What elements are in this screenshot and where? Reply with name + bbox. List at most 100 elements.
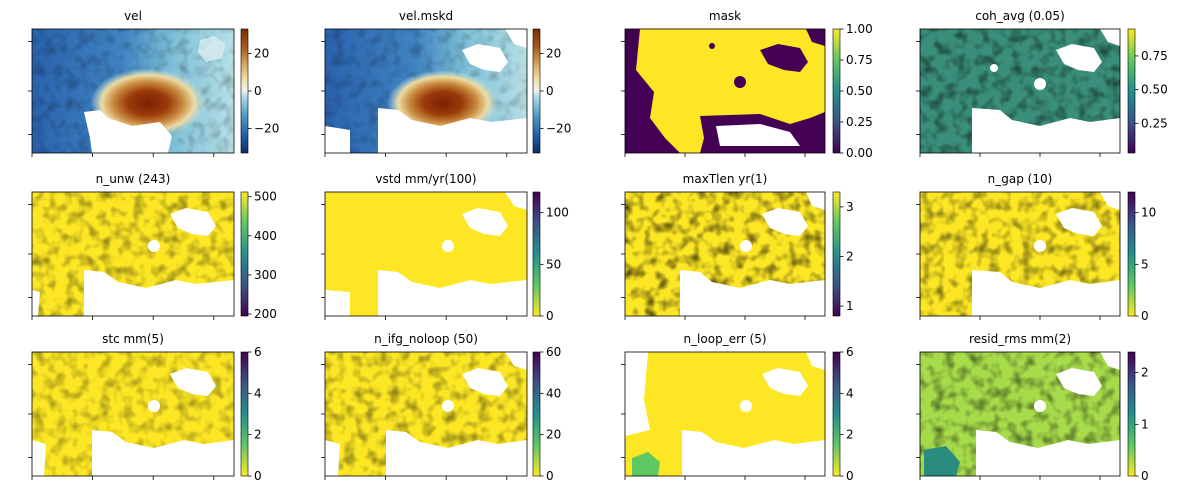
- panel-title: resid_rms mm(2): [969, 332, 1071, 346]
- colorbar: 10 5 0: [1127, 191, 1156, 323]
- colorbar-ticks: 100 50 0: [540, 206, 569, 323]
- colorbar-tick-label: 3: [846, 200, 854, 214]
- panel-vel: vel 20 0 −20: [28, 9, 279, 157]
- colorbar-tick-label: 4: [254, 386, 262, 400]
- colorbar-ticks: 500 400 300 200: [248, 190, 277, 321]
- colorbar-tick-label: 4: [846, 386, 854, 400]
- heatmap-image: [625, 192, 825, 316]
- colorbar-tick-label: 1: [846, 299, 854, 313]
- colorbar: 1.00 0.75 0.50 0.25 0.00: [832, 22, 873, 160]
- colorbar: 2 1 0: [1127, 351, 1149, 483]
- panel-vstd: vstd mm/yr(100) 100 50 0: [321, 172, 569, 323]
- panel-resid-rms: resid_rms mm(2) 2 1 0: [916, 332, 1149, 483]
- colorbar-tick-label: 40: [546, 386, 561, 400]
- colorbar-tick-label: 20: [546, 46, 561, 60]
- colorbar-tick-label: 20: [254, 46, 269, 60]
- heatmap-image: [625, 29, 825, 153]
- panel-title: vstd mm/yr(100): [375, 172, 476, 186]
- colorbar-tick-label: 10: [1141, 206, 1156, 220]
- colorbar-tick-label: 0.25: [1141, 116, 1168, 130]
- heatmap-image: [920, 29, 1120, 153]
- colorbar-tick-label: 0: [254, 84, 262, 98]
- heatmap-image: [32, 29, 234, 153]
- colorbar: 60 40 20 0: [532, 345, 561, 483]
- panel-title: vel: [124, 9, 142, 23]
- colorbar-tick-label: 0: [546, 309, 554, 323]
- heatmap-image: [32, 192, 234, 316]
- colorbar-tick-label: 2: [1141, 366, 1149, 380]
- colorbar-tick-label: 0: [1141, 469, 1149, 483]
- colorbar-ticks: 10 5 0: [1135, 206, 1156, 323]
- heatmap-image: [32, 352, 234, 476]
- panel-coh-avg: coh_avg (0.05) 0.75 0.50 0.25: [916, 9, 1168, 157]
- panel-maxtlen: maxTlen yr(1) 3 2 1: [621, 172, 854, 320]
- heatmap-image: [325, 192, 527, 316]
- colorbar-tick-label: 0.25: [846, 115, 873, 129]
- colorbar: 20 0 −20: [532, 28, 571, 154]
- panel-vel-mskd: vel.mskd 20 0 −20: [321, 9, 571, 157]
- colorbar-ticks: 1.00 0.75 0.50 0.25 0.00: [840, 22, 873, 160]
- colorbar-tick-label: 0.50: [846, 84, 873, 98]
- colorbar-tick-label: 50: [546, 257, 561, 271]
- colorbar: 6 4 2 0: [240, 345, 262, 483]
- colorbar-tick-label: −20: [546, 122, 571, 136]
- colorbar-ticks: 0.75 0.50 0.25: [1135, 49, 1168, 130]
- panel-title: n_unw (243): [96, 172, 171, 186]
- colorbar-tick-label: 6: [846, 345, 854, 359]
- colorbar-tick-label: 100: [546, 206, 569, 220]
- panel-n-ifg-noloop: n_ifg_noloop (50) 60 40 20 0: [321, 332, 561, 483]
- panel-title: stc mm(5): [102, 332, 164, 346]
- heatmap-image: [325, 29, 527, 153]
- panel-n-unw: n_unw (243) 500 400 300 200: [28, 172, 277, 321]
- colorbar-tick-label: −20: [254, 122, 279, 136]
- colorbar: 20 0 −20: [240, 28, 279, 154]
- colorbar-ticks: 3 2 1: [840, 200, 854, 313]
- panel-stc: stc mm(5) 6 4 2 0: [28, 332, 262, 483]
- colorbar: 0.75 0.50 0.25: [1127, 28, 1168, 154]
- colorbar-tick-label: 60: [546, 345, 561, 359]
- colorbar-tick-label: 2: [846, 428, 854, 442]
- colorbar-ticks: 6 4 2 0: [248, 345, 262, 483]
- panel-title: n_loop_err (5): [683, 332, 766, 346]
- panel-title: n_ifg_noloop (50): [374, 332, 478, 346]
- panel-mask: mask 1.00 0.75 0.50 0.25 0.00: [621, 9, 873, 160]
- colorbar-tick-label: 0.75: [1141, 49, 1168, 63]
- panel-title: maxTlen yr(1): [683, 172, 768, 186]
- colorbar: 3 2 1: [832, 191, 854, 317]
- colorbar-ticks: 20 0 −20: [248, 46, 279, 136]
- colorbar-tick-label: 200: [254, 307, 277, 321]
- panel-title: coh_avg (0.05): [975, 9, 1065, 23]
- colorbar: 6 4 2 0: [832, 345, 854, 483]
- heatmap-image: [920, 192, 1120, 316]
- panel-title: vel.mskd: [399, 9, 453, 23]
- colorbar-tick-label: 20: [546, 428, 561, 442]
- colorbar-tick-label: 400: [254, 229, 277, 243]
- colorbar: 100 50 0: [532, 191, 569, 323]
- colorbar-tick-label: 1: [1141, 417, 1149, 431]
- heatmap-image: [325, 352, 527, 476]
- colorbar: 500 400 300 200: [240, 190, 277, 321]
- colorbar-tick-label: 1.00: [846, 22, 873, 36]
- colorbar-tick-label: 0: [846, 469, 854, 483]
- colorbar-ticks: 60 40 20 0: [540, 345, 561, 483]
- colorbar-tick-label: 2: [254, 428, 262, 442]
- colorbar-tick-label: 0: [546, 469, 554, 483]
- colorbar-ticks: 6 4 2 0: [840, 345, 854, 483]
- colorbar-tick-label: 500: [254, 190, 277, 204]
- colorbar-tick-label: 0: [1141, 309, 1149, 323]
- colorbar-tick-label: 0.75: [846, 53, 873, 67]
- colorbar-ticks: 20 0 −20: [540, 46, 571, 136]
- heatmap-image: [625, 352, 825, 476]
- colorbar-tick-label: 0: [254, 469, 262, 483]
- colorbar-tick-label: 0.00: [846, 146, 873, 160]
- panel-title: n_gap (10): [988, 172, 1053, 186]
- panel-title: mask: [709, 9, 741, 23]
- colorbar-tick-label: 6: [254, 345, 262, 359]
- colorbar-tick-label: 5: [1141, 257, 1149, 271]
- panel-n-loop-err: n_loop_err (5) 6 4 2 0: [621, 332, 854, 483]
- colorbar-ticks: 2 1 0: [1135, 366, 1149, 483]
- colorbar-tick-label: 0.50: [1141, 83, 1168, 97]
- colorbar-tick-label: 0: [546, 84, 554, 98]
- colorbar-tick-label: 300: [254, 268, 277, 282]
